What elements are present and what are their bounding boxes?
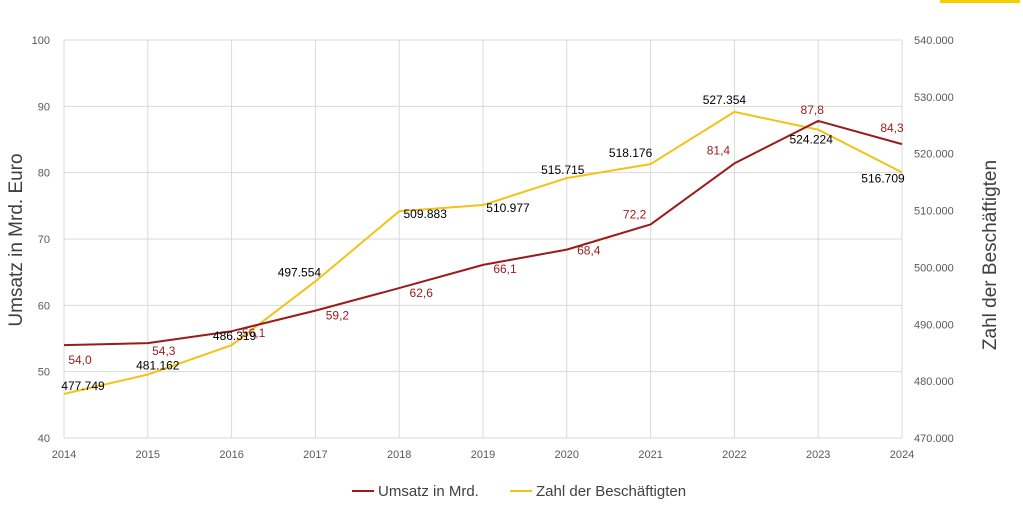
- y-tick-label-left: 70: [38, 234, 50, 246]
- y-tick-label-left: 60: [38, 300, 50, 312]
- x-tick-label: 2024: [890, 449, 914, 461]
- x-tick-label: 2022: [722, 449, 746, 461]
- employees-series-line: [63, 110, 903, 395]
- employees-data-label: 515.715: [541, 163, 585, 177]
- y-tick-label-right: 510.000: [914, 206, 954, 218]
- y-tick-label-right: 540.000: [914, 35, 954, 47]
- x-tick-label: 2021: [638, 449, 662, 461]
- revenue-data-label: 59,2: [326, 309, 350, 323]
- employees-data-label: 524.224: [790, 133, 834, 147]
- revenue-data-label: 68,4: [577, 244, 601, 258]
- y-tick-label-left: 40: [38, 433, 50, 445]
- x-tick-label: 2015: [136, 449, 160, 461]
- y-tick-label-right: 480.000: [914, 376, 954, 388]
- y-axis-title-right: Zahl der Beschäftigten: [980, 160, 1001, 350]
- y-tick-label-right: 520.000: [914, 149, 954, 161]
- y-tick-label-left: 50: [38, 367, 50, 379]
- employees-data-label: 527.354: [703, 93, 747, 107]
- revenue-data-label: 87,8: [801, 103, 825, 117]
- revenue-data-label: 54,0: [68, 353, 92, 367]
- y-tick-label-left: 90: [38, 101, 50, 113]
- legend-label-revenue: Umsatz in Mrd.: [378, 483, 479, 500]
- revenue-data-label: 72,2: [623, 207, 647, 221]
- legend-label-employees: Zahl der Beschäftigten: [536, 483, 686, 500]
- x-tick-label: 2020: [555, 449, 579, 461]
- x-tick-label: 2018: [387, 449, 411, 461]
- revenue-data-label: 62,6: [410, 286, 434, 300]
- revenue-data-label: 66,1: [493, 262, 517, 276]
- y-tick-label-left: 80: [38, 168, 50, 180]
- employees-data-label: 497.554: [278, 265, 322, 279]
- employees-data-label: 477.749: [61, 379, 105, 393]
- revenue-data-label: 54,3: [152, 344, 176, 358]
- y-axis-title-left: Umsatz in Mrd. Euro: [6, 153, 27, 326]
- employees-data-label: 510.977: [486, 201, 530, 215]
- corner-accent-bar: [940, 0, 1020, 3]
- employees-data-label: 486.319: [213, 329, 257, 343]
- y-tick-label-right: 530.000: [914, 92, 954, 104]
- x-tick-label: 2019: [471, 449, 495, 461]
- employees-data-label: 509.883: [404, 207, 448, 221]
- employees-data-label: 481.162: [136, 359, 180, 373]
- employees-data-label: 518.176: [609, 146, 653, 160]
- revenue-series-line: [63, 119, 903, 347]
- employees-data-label: 516.709: [861, 171, 905, 185]
- y-tick-label-right: 500.000: [914, 262, 954, 274]
- x-tick-label: 2017: [303, 449, 327, 461]
- revenue-data-label: 84,3: [880, 121, 904, 135]
- revenue-data-label: 81,4: [707, 143, 731, 157]
- x-tick-label: 2016: [219, 449, 243, 461]
- x-tick-label: 2014: [52, 449, 76, 461]
- y-tick-label-right: 490.000: [914, 319, 954, 331]
- y-tick-label-left: 100: [32, 35, 50, 47]
- x-tick-label: 2023: [806, 449, 830, 461]
- y-tick-label-right: 470.000: [914, 433, 954, 445]
- revenue-data-label: 56,1: [242, 326, 266, 340]
